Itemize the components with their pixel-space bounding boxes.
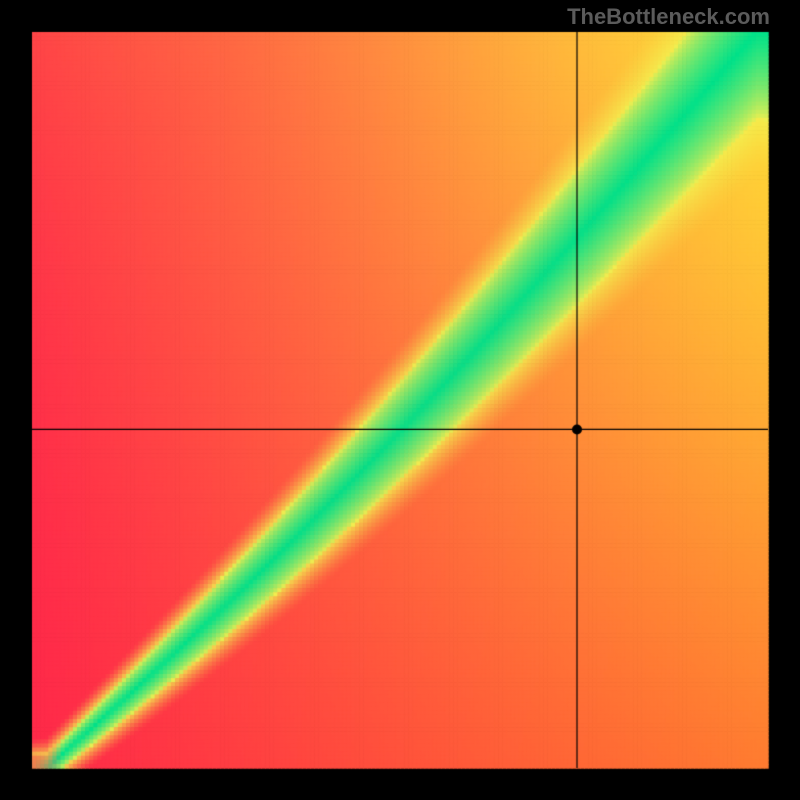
heatmap-canvas xyxy=(0,0,800,800)
watermark-text: TheBottleneck.com xyxy=(567,4,770,30)
chart-frame: TheBottleneck.com xyxy=(0,0,800,800)
